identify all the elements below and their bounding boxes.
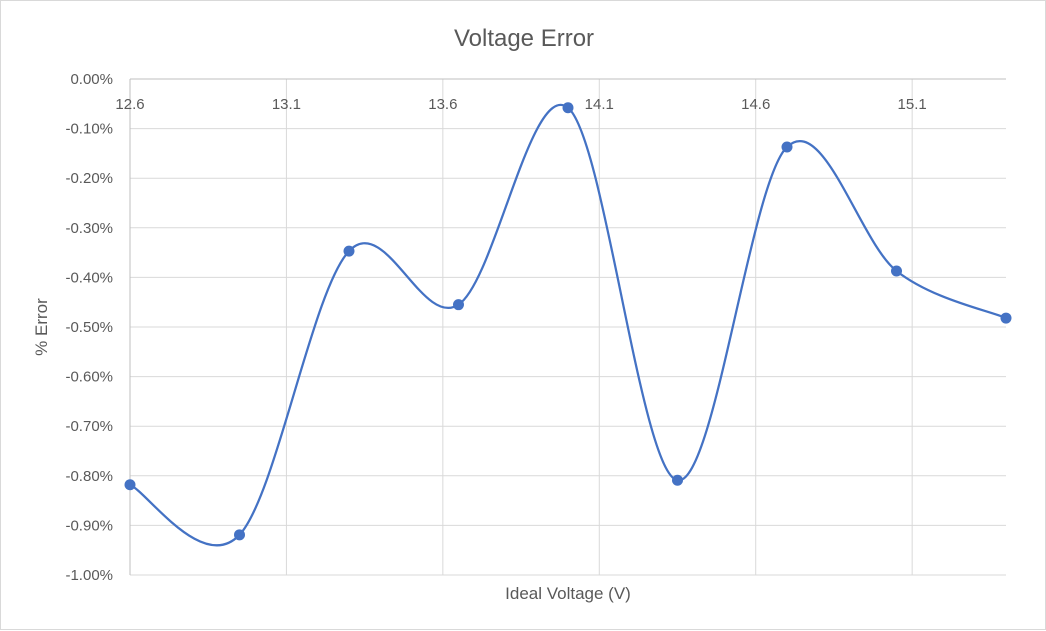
- y-tick-label: -0.80%: [65, 468, 113, 485]
- y-axis-label: % Error: [32, 298, 51, 356]
- series-line: [129, 103, 1007, 547]
- data-point: [562, 102, 574, 114]
- y-tick-label: -0.10%: [65, 121, 113, 138]
- x-tick-label: 13.1: [272, 96, 301, 113]
- series-layer: [124, 102, 1012, 547]
- data-point: [234, 529, 245, 541]
- chart-title: Voltage Error: [454, 25, 594, 52]
- grid-layer: [130, 79, 1006, 576]
- y-tick-label: -0.30%: [65, 220, 113, 237]
- data-point: [124, 479, 136, 491]
- y-tick-label: -0.90%: [65, 517, 113, 534]
- x-tick-label: 15.1: [898, 96, 927, 113]
- x-tick-label: 14.6: [741, 96, 770, 113]
- axis-layer: [129, 78, 1006, 575]
- data-point: [453, 299, 464, 311]
- y-tick-label: -0.40%: [65, 269, 113, 286]
- x-tick-label: 14.1: [585, 96, 614, 113]
- data-point: [1000, 312, 1012, 324]
- y-tick-label: 0.00%: [70, 71, 113, 88]
- x-tick-label: 12.6: [115, 96, 144, 113]
- y-tick-labels: 0.00% -0.10% -0.20% -0.30% -0.40% -0.50% -0.60…: [65, 71, 113, 584]
- data-point: [781, 141, 793, 153]
- x-tick-labels: 12.6 13.1 13.6 14.1 14.6 15.1: [115, 96, 926, 113]
- y-tick-label: -0.60%: [65, 369, 113, 386]
- x-axis-label: Ideal Voltage (V): [505, 584, 631, 603]
- y-tick-label: -1.00%: [65, 567, 113, 584]
- y-tick-label: -0.70%: [65, 418, 113, 435]
- data-point: [672, 474, 683, 486]
- data-point: [891, 265, 902, 277]
- data-point: [343, 245, 355, 257]
- x-tick-label: 13.6: [428, 96, 457, 113]
- y-tick-label: -0.50%: [65, 319, 113, 336]
- y-tick-label: -0.20%: [65, 170, 113, 187]
